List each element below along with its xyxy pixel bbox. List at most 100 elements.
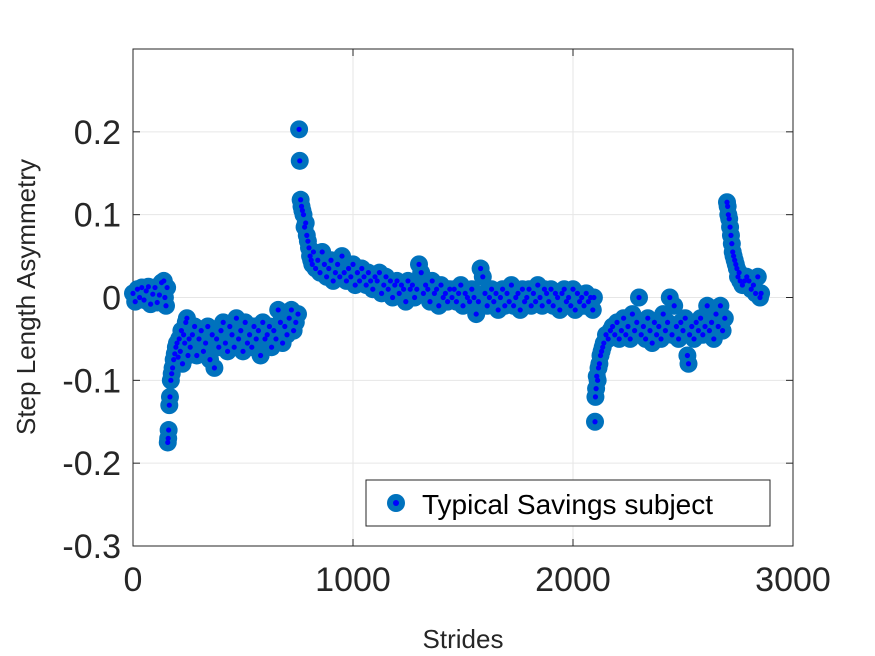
data-point-center bbox=[196, 336, 202, 342]
data-point-center bbox=[298, 203, 305, 209]
y-tick-label: 0 bbox=[102, 280, 121, 318]
data-point-center bbox=[194, 352, 200, 359]
data-point-center bbox=[561, 286, 567, 292]
data-point-center bbox=[592, 394, 599, 400]
data-point-center bbox=[544, 290, 550, 296]
data-point-center bbox=[596, 361, 603, 367]
data-point-center bbox=[148, 301, 154, 307]
data-point-center bbox=[669, 332, 675, 338]
data-point-center bbox=[383, 274, 389, 280]
data-point-center bbox=[722, 315, 728, 321]
data-point-center bbox=[335, 261, 341, 267]
data-point-center bbox=[332, 270, 338, 276]
data-point-center bbox=[164, 284, 170, 291]
data-point-center bbox=[750, 282, 757, 288]
data-point-center bbox=[438, 282, 444, 288]
data-point-center bbox=[594, 373, 600, 379]
data-point-center bbox=[491, 299, 497, 305]
data-point-center bbox=[623, 332, 629, 338]
data-point-center bbox=[264, 332, 270, 338]
data-point-center bbox=[495, 307, 501, 313]
data-point-center bbox=[698, 315, 704, 321]
data-point-center bbox=[682, 315, 688, 321]
data-point-center bbox=[255, 328, 261, 334]
data-point-center bbox=[568, 303, 574, 309]
data-point-center bbox=[288, 307, 294, 313]
data-point-center bbox=[581, 303, 587, 309]
data-point-center bbox=[218, 328, 224, 334]
data-point-center bbox=[447, 286, 453, 292]
data-point-center bbox=[678, 319, 684, 325]
data-point-center bbox=[168, 377, 174, 383]
data-point-center bbox=[165, 435, 171, 441]
data-point-center bbox=[156, 292, 162, 298]
data-point-center bbox=[275, 307, 281, 313]
x-tick-labels: 0 1000 2000 3000 bbox=[124, 561, 831, 599]
data-point-center bbox=[379, 290, 385, 296]
data-point-center bbox=[632, 328, 638, 334]
data-point-center bbox=[744, 274, 750, 280]
legend-label: Typical Savings subject bbox=[422, 489, 713, 520]
data-point-center bbox=[348, 274, 354, 280]
data-point-center bbox=[621, 315, 627, 321]
data-point-center bbox=[182, 340, 188, 346]
data-point-center bbox=[205, 323, 211, 330]
data-point-center bbox=[293, 319, 299, 325]
data-point-center bbox=[601, 340, 607, 346]
data-point-center bbox=[300, 212, 307, 218]
data-point-center bbox=[337, 274, 343, 280]
data-point-center bbox=[610, 323, 616, 330]
data-point-center bbox=[390, 294, 396, 301]
data-point-center bbox=[302, 224, 308, 230]
data-point-center bbox=[363, 282, 369, 288]
data-point-center bbox=[746, 278, 752, 284]
data-point-center bbox=[572, 307, 578, 313]
data-point-center bbox=[310, 249, 316, 255]
data-point-center bbox=[266, 323, 272, 330]
data-point-center bbox=[381, 282, 387, 288]
data-point-center bbox=[732, 257, 738, 263]
data-point-center bbox=[500, 286, 506, 292]
data-point-center bbox=[695, 328, 702, 334]
data-point-center bbox=[211, 365, 217, 371]
data-point-center bbox=[570, 286, 576, 292]
data-point-center bbox=[434, 286, 440, 292]
data-point-center bbox=[702, 323, 708, 330]
data-point-center bbox=[431, 290, 437, 296]
data-point-center bbox=[555, 294, 561, 301]
y-tick-label: -0.1 bbox=[62, 362, 121, 400]
data-point-center bbox=[590, 307, 596, 313]
data-point-center bbox=[667, 294, 673, 301]
data-point-center bbox=[352, 282, 358, 288]
data-point-center bbox=[143, 288, 149, 294]
data-point-center bbox=[603, 332, 609, 338]
data-point-center bbox=[537, 294, 543, 301]
data-point-center bbox=[429, 278, 435, 284]
data-point-center bbox=[385, 286, 391, 292]
data-point-center bbox=[736, 270, 742, 276]
data-point-center bbox=[510, 303, 517, 309]
data-point-center bbox=[324, 274, 330, 280]
data-point-center bbox=[141, 297, 147, 303]
data-point-center bbox=[225, 348, 231, 354]
y-tick-labels: -0.3 -0.2 -0.1 0 0.1 0.2 bbox=[62, 114, 121, 566]
data-point-center bbox=[636, 294, 642, 301]
data-point-center bbox=[376, 270, 382, 276]
data-point-center bbox=[467, 299, 473, 305]
data-point-center bbox=[181, 332, 187, 338]
data-point-center bbox=[720, 328, 726, 334]
data-point-center bbox=[730, 249, 736, 255]
data-point-center bbox=[645, 315, 651, 321]
data-point-center bbox=[409, 282, 415, 288]
data-point-center bbox=[600, 344, 606, 350]
data-point-center bbox=[546, 299, 552, 305]
legend-box bbox=[365, 479, 771, 527]
data-point-center bbox=[343, 278, 349, 284]
data-point-center bbox=[753, 290, 759, 296]
data-point-center bbox=[614, 319, 620, 325]
data-point-center bbox=[680, 328, 686, 334]
data-point-center bbox=[484, 303, 490, 309]
data-point-center bbox=[456, 290, 462, 296]
data-point-center bbox=[368, 278, 374, 284]
legend-marker-center bbox=[393, 500, 399, 506]
